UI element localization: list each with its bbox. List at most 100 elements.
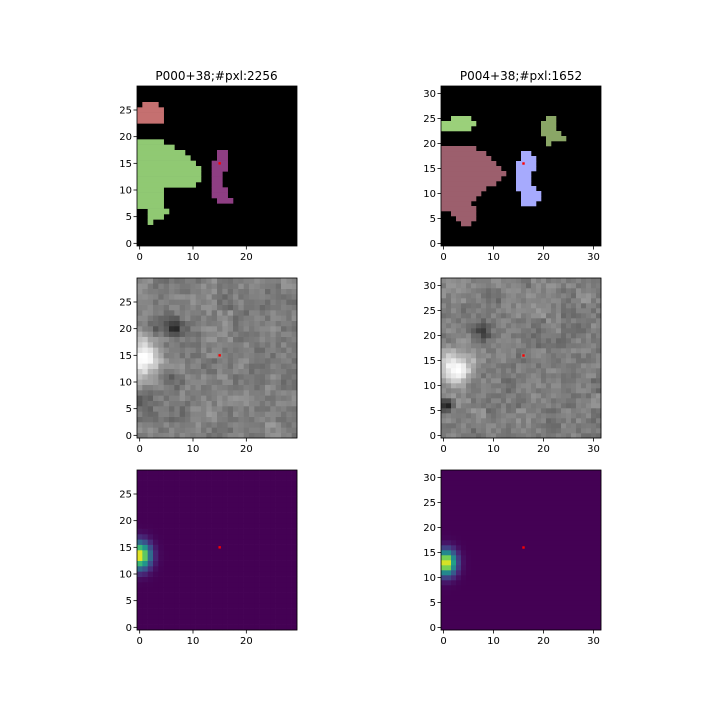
image-cell xyxy=(137,432,143,439)
heatmap-cell xyxy=(174,555,180,561)
image-cell xyxy=(516,343,522,349)
image-cell xyxy=(591,428,597,434)
image-cell xyxy=(546,408,552,414)
image-cell xyxy=(446,348,452,354)
heatmap-cell xyxy=(169,534,175,540)
image-cell xyxy=(556,423,562,429)
heatmap-cell xyxy=(270,598,276,604)
image-cell xyxy=(163,326,170,332)
heatmap-cell xyxy=(456,515,462,521)
image-cell xyxy=(174,294,180,300)
heatmap-cell xyxy=(451,530,457,536)
heatmap-cell xyxy=(286,619,292,625)
image-cell xyxy=(147,411,154,417)
image-cell xyxy=(270,390,276,396)
image-cell xyxy=(195,294,202,300)
heatmap-cell xyxy=(591,575,597,581)
heatmap-cell xyxy=(153,534,159,540)
heatmap-cell xyxy=(531,570,537,576)
image-cell xyxy=(506,313,512,319)
heatmap-cell xyxy=(281,512,287,519)
image-cell xyxy=(142,278,148,284)
heatmap-cell xyxy=(551,610,557,616)
image-cell xyxy=(481,278,487,284)
heatmap-cell xyxy=(536,525,542,531)
heatmap-cell xyxy=(461,605,467,611)
image-cell xyxy=(591,323,597,329)
heatmap-cell xyxy=(466,590,472,596)
image-cell xyxy=(441,388,447,394)
image-cell xyxy=(195,283,202,289)
image-cell xyxy=(249,411,255,417)
image-cell xyxy=(511,343,517,349)
heatmap-cell xyxy=(206,560,212,567)
image-cell xyxy=(137,288,143,295)
heatmap-cell xyxy=(566,535,572,541)
heatmap-cell xyxy=(153,491,159,497)
image-cell xyxy=(142,320,148,327)
heatmap-cell xyxy=(526,595,532,601)
image-cell xyxy=(265,411,271,417)
heatmap-cell xyxy=(596,590,602,596)
heatmap-cell xyxy=(238,496,244,503)
image-cell xyxy=(238,379,244,385)
heatmap-cell xyxy=(217,518,223,524)
axes-frame xyxy=(440,85,602,247)
heatmap-cell xyxy=(546,570,552,576)
image-cell xyxy=(541,308,547,314)
x-tick-label: 10 xyxy=(487,252,500,263)
image-cell xyxy=(441,343,447,349)
image-cell xyxy=(185,390,191,396)
heatmap-cell xyxy=(476,615,482,621)
image-cell xyxy=(496,408,502,414)
image-cell xyxy=(531,328,537,334)
image-cell xyxy=(546,323,552,329)
image-cell xyxy=(211,427,218,433)
heatmap-cell xyxy=(531,615,537,621)
image-cell xyxy=(486,358,492,364)
image-cell xyxy=(174,363,180,369)
image-cell xyxy=(137,379,143,385)
image-cell xyxy=(571,318,577,324)
image-cell xyxy=(233,406,239,412)
image-cell xyxy=(163,320,170,327)
heatmap-cell xyxy=(291,560,298,567)
heatmap-cell xyxy=(561,470,567,476)
image-cell xyxy=(281,384,287,391)
heatmap-cell xyxy=(217,560,223,567)
heatmap-cell xyxy=(496,585,502,591)
heatmap-cell xyxy=(441,610,447,616)
heatmap-cell xyxy=(486,495,492,501)
heatmap-cell xyxy=(486,595,492,601)
heatmap-cell xyxy=(153,560,159,567)
image-cell xyxy=(163,352,170,359)
heatmap-cell xyxy=(506,470,512,476)
image-cell xyxy=(586,358,592,364)
image-cell xyxy=(521,298,527,304)
image-cell xyxy=(174,358,180,364)
image-cell xyxy=(291,283,298,289)
center-marker xyxy=(218,162,221,165)
mask-cell-run xyxy=(441,171,507,177)
heatmap-cell xyxy=(249,555,255,561)
heatmap-cell xyxy=(185,576,191,583)
heatmap-cell xyxy=(571,555,577,561)
image-cell xyxy=(169,411,175,417)
image-cell xyxy=(206,411,212,417)
image-cell xyxy=(243,400,250,407)
image-cell xyxy=(541,368,547,374)
image-cell xyxy=(561,428,567,434)
image-cell xyxy=(254,326,260,332)
image-cell xyxy=(556,343,562,349)
heatmap-cell xyxy=(195,582,202,588)
image-cell xyxy=(147,278,154,284)
heatmap-cell xyxy=(551,545,557,551)
heatmap-cell xyxy=(249,624,255,631)
heatmap-cell xyxy=(526,485,532,491)
heatmap-cell xyxy=(275,539,282,545)
image-cell xyxy=(222,342,228,348)
heatmap-cell xyxy=(526,570,532,576)
image-cell xyxy=(491,358,497,364)
heatmap-cell xyxy=(291,518,298,524)
heatmap-cell xyxy=(506,535,512,541)
